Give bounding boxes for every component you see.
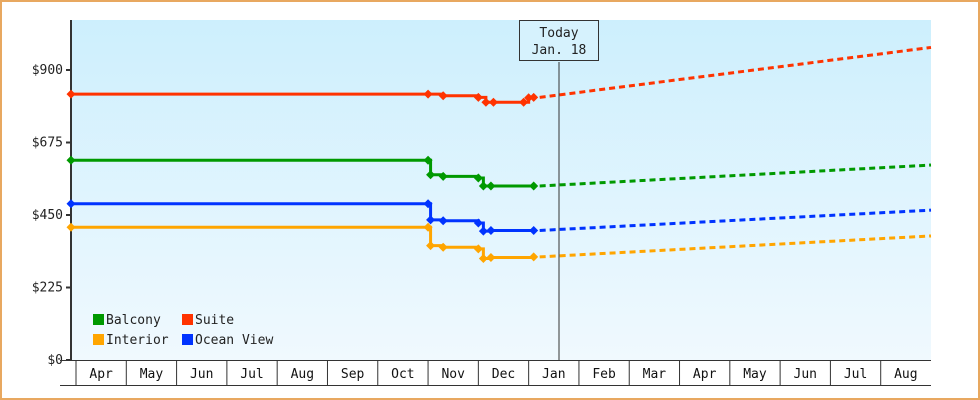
month-label: Aug (291, 367, 314, 382)
legend-item-suite: Suite (182, 313, 234, 328)
month-label: Nov (441, 367, 465, 382)
series-suite (66, 45, 932, 107)
month-label: Jul (240, 367, 263, 382)
month-label: May (743, 367, 767, 382)
y-tick-label: $900 (32, 63, 63, 78)
plot-area (71, 20, 931, 360)
series-lines (66, 45, 932, 263)
legend: Balcony Suite Interior Ocean View (93, 313, 273, 348)
month-label: Apr (89, 367, 113, 382)
legend-item-interior: Interior (93, 333, 169, 348)
month-label: Oct (391, 367, 414, 382)
legend-label: Balcony (106, 313, 161, 328)
x-axis: Apr May Jun Jul Aug Sep Oct Nov Dec Jan Feb Mar Apr M… (60, 360, 931, 386)
month-label: Sep (341, 367, 365, 382)
legend-swatch (182, 334, 193, 345)
month-label: May (140, 367, 164, 382)
month-label: Jun (190, 367, 213, 382)
month-label: Dec (492, 367, 515, 382)
legend-swatch (93, 314, 104, 325)
series-balcony (66, 155, 932, 191)
legend-swatch (93, 334, 104, 345)
series-ocean-view (66, 199, 932, 236)
y-tick-label: $225 (32, 281, 63, 296)
today-label: Today (539, 26, 578, 41)
month-label: Apr (693, 367, 717, 382)
legend-label: Interior (106, 333, 169, 348)
legend-item-ocean-view: Ocean View (182, 333, 273, 348)
legend-swatch (182, 314, 193, 325)
y-tick-label: $0 (47, 353, 63, 368)
series-interior (66, 222, 932, 263)
legend-item-balcony: Balcony (93, 313, 161, 328)
month-label: Jun (794, 367, 817, 382)
y-axis: $0 $225 $450 $675 $900 (32, 20, 72, 368)
today-box (519, 20, 599, 61)
y-tick-label: $450 (32, 208, 63, 223)
month-label: Feb (592, 367, 616, 382)
month-label: Jul (844, 367, 867, 382)
month-label: Jan (542, 367, 565, 382)
legend-label: Ocean View (195, 333, 273, 348)
month-label: Aug (894, 367, 917, 382)
today-date: Jan. 18 (532, 43, 587, 58)
today-marker: Today Jan. 18 (519, 20, 599, 360)
month-label: Mar (643, 367, 667, 382)
legend-label: Suite (195, 313, 234, 328)
y-tick-label: $675 (32, 136, 63, 151)
